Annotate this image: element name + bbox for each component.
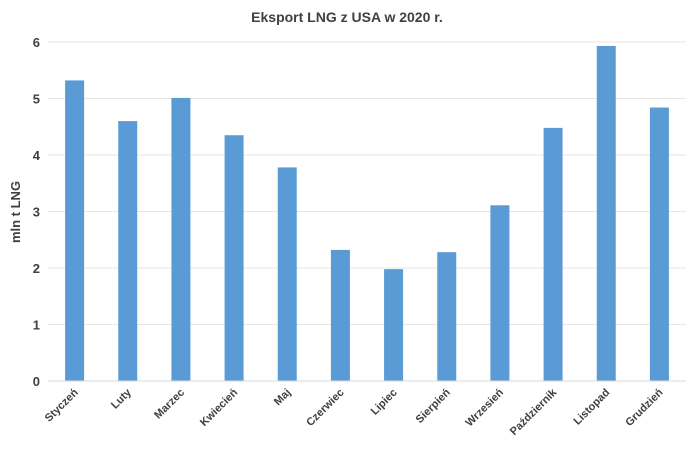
x-tick-label: Maj bbox=[272, 387, 293, 408]
bar-2 bbox=[118, 121, 138, 381]
y-tick-label: 2 bbox=[33, 261, 40, 276]
x-tick-label: Luty bbox=[109, 386, 135, 412]
bar-11 bbox=[596, 45, 616, 381]
bar-10 bbox=[543, 127, 563, 381]
bar-6 bbox=[330, 249, 350, 381]
bar-4 bbox=[224, 135, 244, 381]
x-tick-label: Styczeń bbox=[43, 386, 81, 424]
chart-title: Eksport LNG z USA w 2020 r. bbox=[251, 9, 443, 25]
y-axis-ticks: 0 1 2 3 4 5 6 bbox=[33, 35, 41, 389]
y-tick-label: 5 bbox=[33, 92, 40, 107]
bar-5 bbox=[277, 167, 297, 381]
bar-7 bbox=[384, 269, 404, 381]
y-tick-label: 0 bbox=[33, 374, 40, 389]
x-tick-label: Listopad bbox=[571, 387, 612, 428]
x-tick-label: Wrzesień bbox=[464, 386, 507, 429]
y-tick-label: 3 bbox=[33, 205, 40, 220]
bar-8 bbox=[437, 252, 457, 381]
x-tick-label: Lipiec bbox=[369, 387, 400, 418]
x-tick-label: Kwiecień bbox=[198, 386, 240, 428]
y-tick-label: 1 bbox=[33, 318, 40, 333]
y-tick-label: 6 bbox=[33, 35, 40, 50]
x-tick-label: Czerwiec bbox=[304, 387, 346, 429]
bar-1 bbox=[65, 80, 85, 382]
y-axis-label: mln t LNG bbox=[8, 181, 23, 243]
x-tick-label: Marzec bbox=[152, 387, 187, 422]
x-tick-label: Październik bbox=[508, 386, 560, 438]
x-axis-ticks: Styczeń Luty Marzec Kwiecień Maj Czerwiec Lipi… bbox=[43, 386, 666, 438]
x-tick-label: Grudzień bbox=[623, 386, 665, 428]
bar-12 bbox=[649, 107, 669, 381]
x-tick-label: Sierpień bbox=[414, 386, 453, 425]
bar-3 bbox=[171, 97, 191, 381]
y-tick-label: 4 bbox=[33, 148, 41, 163]
bars bbox=[65, 45, 669, 382]
bar-9 bbox=[490, 205, 510, 381]
gridlines bbox=[48, 41, 686, 325]
